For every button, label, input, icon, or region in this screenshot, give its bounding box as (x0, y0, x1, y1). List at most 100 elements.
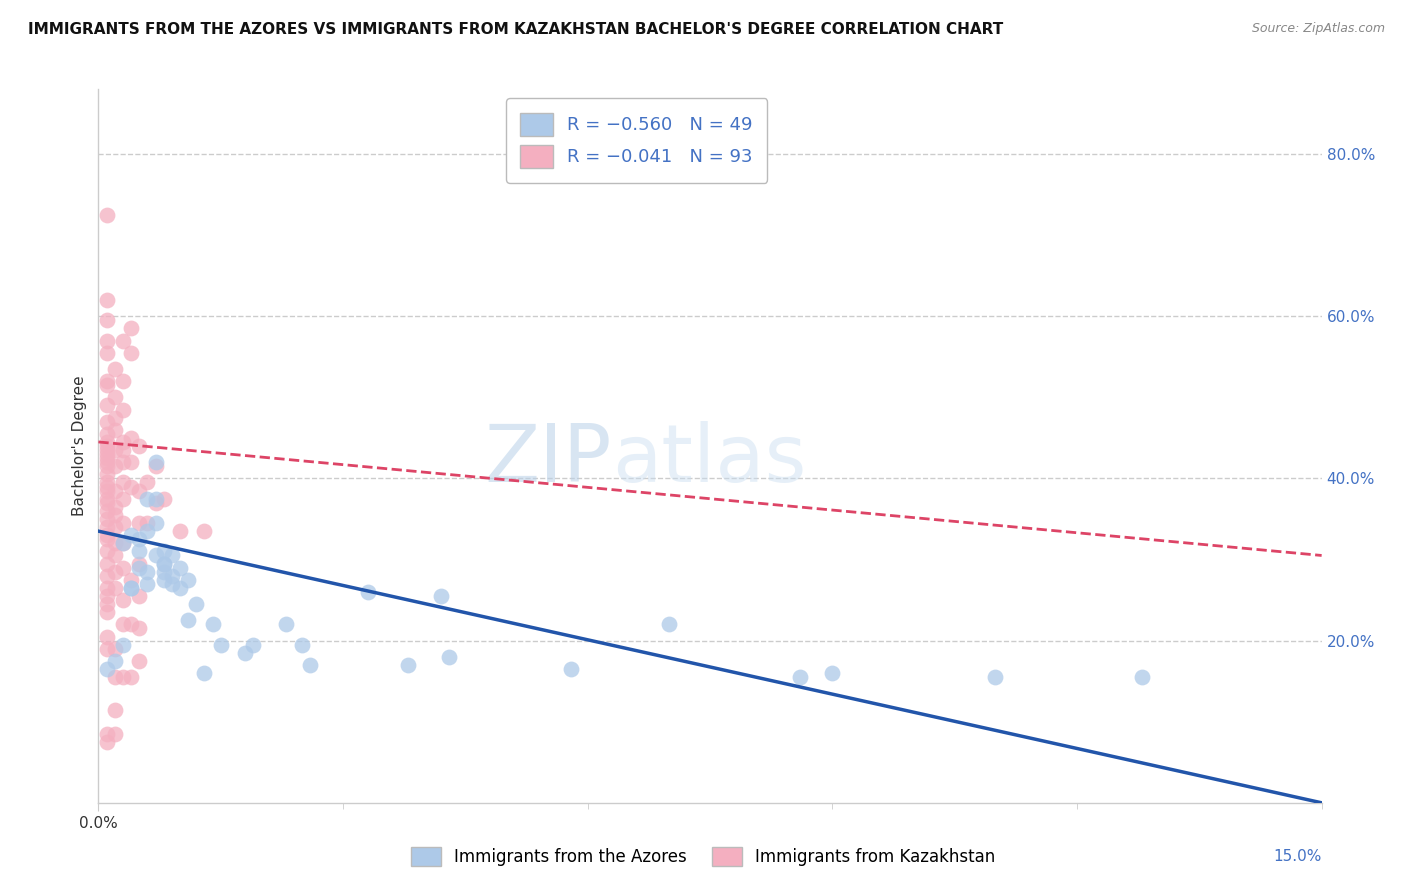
Point (104, 670, 127, 684)
Point (111, 434, 134, 449)
Point (242, 638, 264, 652)
Point (104, 654, 127, 668)
Point (104, 508, 127, 522)
Point (104, 702, 127, 716)
Point (136, 475, 159, 490)
Point (104, 459, 127, 474)
Point (120, 455, 142, 469)
Point (145, 516, 167, 530)
Point (96, 479, 118, 493)
Point (128, 560, 150, 574)
Point (111, 475, 134, 490)
Point (152, 544, 174, 558)
Point (120, 670, 142, 684)
Point (396, 657, 419, 672)
Point (128, 483, 150, 498)
Point (128, 533, 150, 547)
Point (128, 439, 150, 453)
Point (821, 666, 844, 681)
Point (104, 390, 127, 404)
Point (120, 617, 142, 632)
Point (96, 491, 118, 506)
Point (104, 423, 127, 437)
Point (111, 402, 134, 417)
Y-axis label: Bachelor's Degree: Bachelor's Degree (72, 376, 87, 516)
Point (136, 491, 159, 506)
Point (96, 533, 118, 547)
Point (560, 662, 582, 676)
Point (96, 293, 118, 307)
Point (96, 459, 118, 474)
Point (160, 568, 183, 582)
Point (111, 334, 134, 348)
Text: Source: ZipAtlas.com: Source: ZipAtlas.com (1251, 22, 1385, 36)
Point (128, 557, 150, 571)
Text: IMMIGRANTS FROM THE AZORES VS IMMIGRANTS FROM KAZAKHSTAN BACHELOR'S DEGREE CORRE: IMMIGRANTS FROM THE AZORES VS IMMIGRANTS… (28, 22, 1004, 37)
Point (430, 589, 453, 603)
Point (136, 524, 159, 538)
Point (104, 536, 127, 550)
Point (128, 544, 150, 558)
Point (169, 560, 191, 574)
Point (96, 630, 118, 644)
Point (96, 447, 118, 461)
Point (111, 560, 134, 574)
Point (96, 334, 118, 348)
Point (96, 605, 118, 619)
Point (111, 374, 134, 388)
Point (201, 617, 224, 632)
Point (120, 345, 142, 359)
Point (120, 573, 142, 587)
Point (96, 415, 118, 429)
Point (96, 378, 118, 392)
Point (96, 345, 118, 359)
Point (96, 589, 118, 603)
Point (274, 617, 297, 632)
Point (658, 617, 681, 632)
Point (1130, 670, 1153, 684)
Point (111, 516, 134, 530)
Point (136, 565, 159, 579)
Point (96, 451, 118, 466)
Point (128, 516, 150, 530)
Point (96, 443, 118, 458)
Point (152, 491, 174, 506)
Point (120, 479, 142, 493)
Point (160, 549, 183, 563)
Point (104, 500, 127, 514)
Point (152, 573, 174, 587)
Point (96, 434, 118, 449)
Point (104, 565, 127, 579)
Point (145, 549, 167, 563)
Point (96, 544, 118, 558)
Point (120, 431, 142, 445)
Point (96, 662, 118, 676)
Point (111, 536, 134, 550)
Point (104, 520, 127, 534)
Point (111, 491, 134, 506)
Point (104, 483, 127, 498)
Point (96, 467, 118, 482)
Point (104, 641, 127, 656)
Point (789, 670, 811, 684)
Point (169, 581, 191, 595)
Point (96, 504, 118, 518)
Point (356, 585, 378, 599)
Point (437, 649, 460, 664)
Point (177, 613, 200, 627)
Point (96, 727, 118, 741)
Point (104, 581, 127, 595)
Point (120, 581, 142, 595)
Point (145, 491, 167, 506)
Point (96, 568, 118, 582)
Point (96, 313, 118, 327)
Point (104, 549, 127, 563)
Point (96, 439, 118, 453)
Text: ZIP: ZIP (485, 421, 612, 500)
Point (128, 654, 150, 668)
Point (186, 597, 208, 611)
Point (152, 557, 174, 571)
Point (96, 426, 118, 441)
Point (160, 577, 183, 591)
Point (111, 593, 134, 607)
